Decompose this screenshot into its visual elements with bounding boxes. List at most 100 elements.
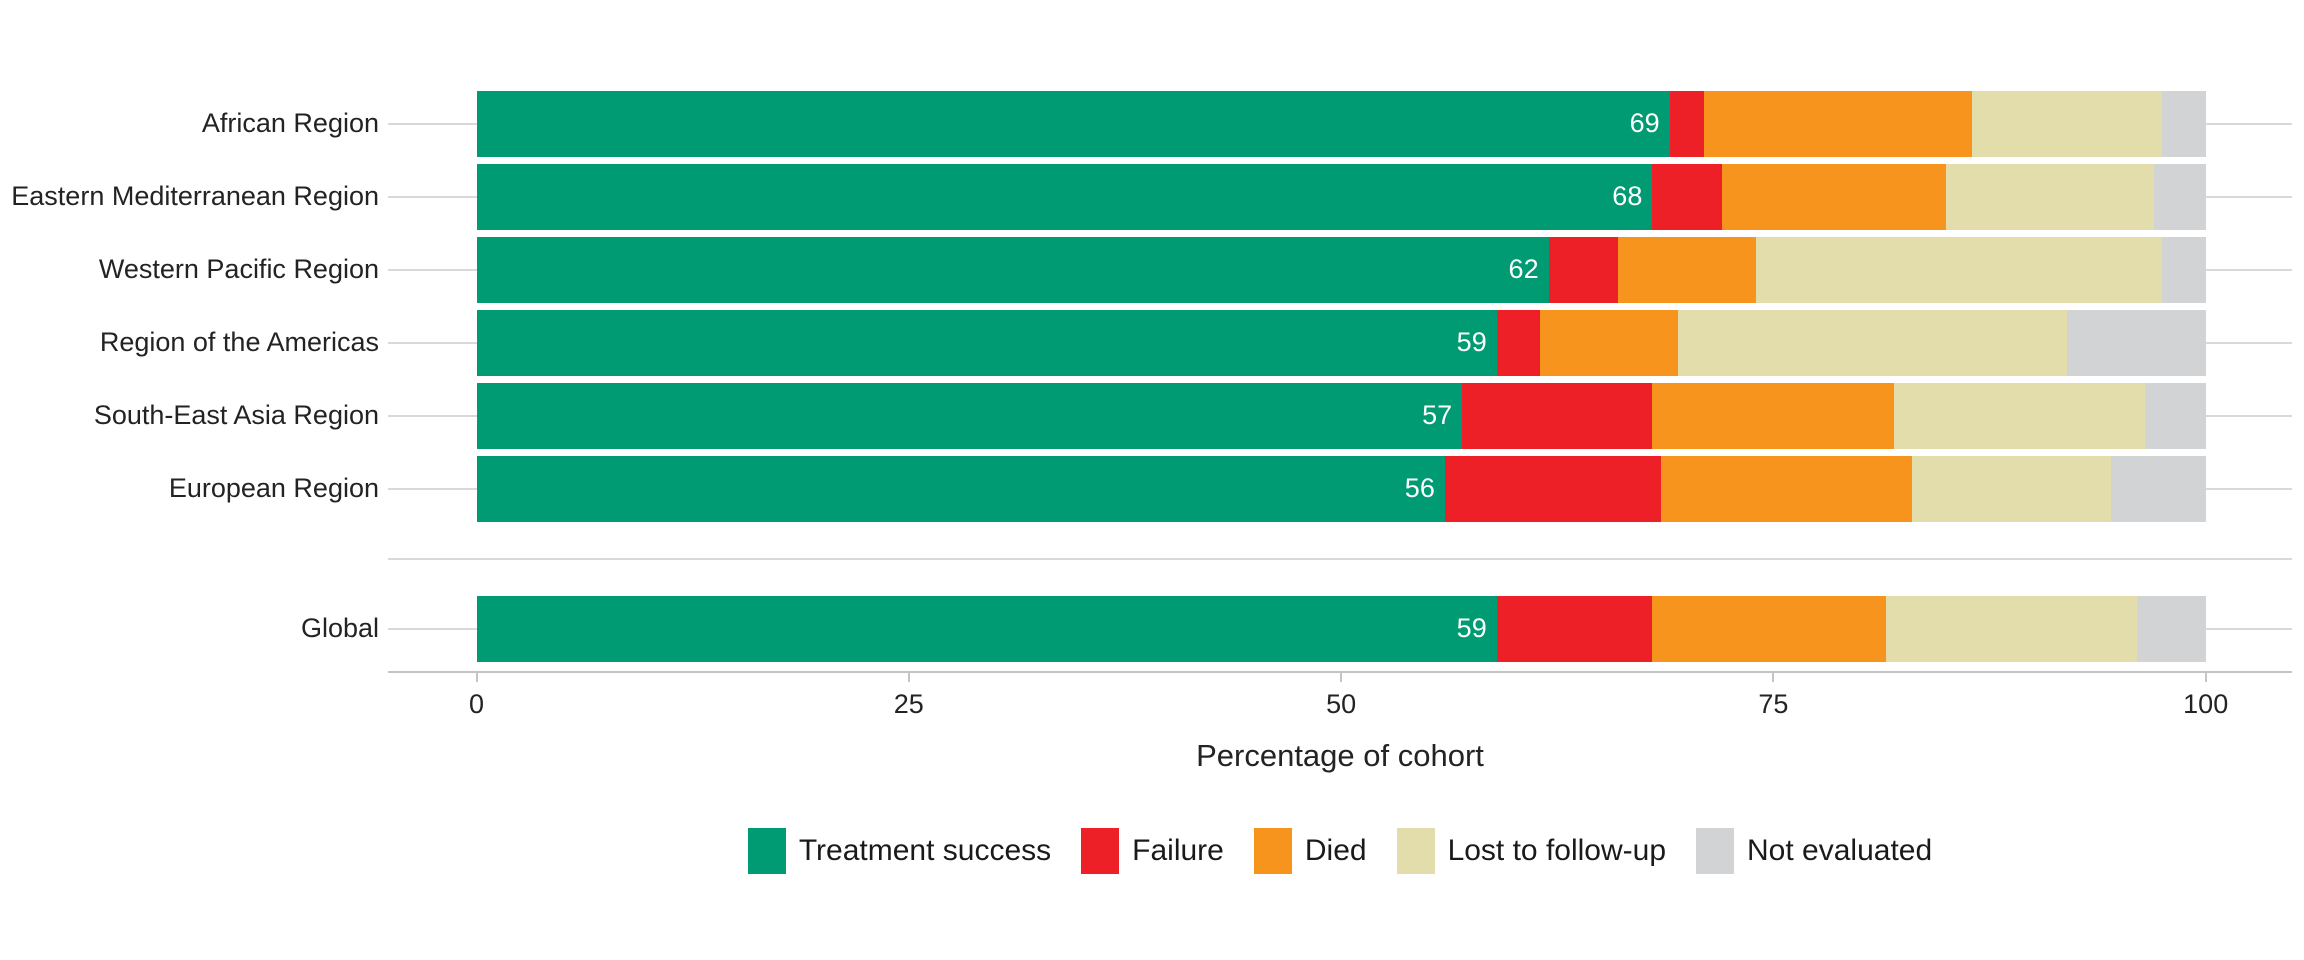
- chart-row-spacer: [0, 525, 2304, 592]
- bar-value-label: 57: [1422, 400, 1453, 430]
- segment-died: [1660, 455, 1912, 522]
- segment-treatment-success: 69: [476, 90, 1670, 157]
- segment-died: [1652, 595, 1886, 662]
- bar-eastern-mediterranean-region: 68: [476, 163, 2206, 230]
- category-label: Global: [300, 613, 379, 643]
- segment-failure: [1669, 90, 1705, 157]
- panel: 69: [388, 87, 2292, 160]
- segment-not-evaluated: [2067, 309, 2206, 376]
- panel: 68: [388, 160, 2292, 233]
- legend-label: Treatment success: [798, 834, 1052, 867]
- x-axis-line: [388, 671, 2292, 673]
- chart-row-global: Global 59: [0, 592, 2304, 665]
- bar-value-label: 68: [1612, 181, 1643, 211]
- legend-key-swatch: [1696, 828, 1735, 874]
- bar-western-pacific-region: 62: [476, 236, 2206, 303]
- segment-treatment-success: 57: [476, 382, 1463, 449]
- category-label: Region of the Americas: [99, 327, 379, 357]
- bar-value-label: 59: [1456, 613, 1487, 643]
- gridline: [388, 557, 2292, 560]
- panel: 57: [388, 379, 2292, 452]
- segment-treatment-success: 59: [476, 309, 1497, 376]
- legend: Treatment success Failure Died Lost to foll…: [388, 828, 2292, 874]
- segment-treatment-success: 56: [476, 455, 1445, 522]
- chart-row-western-pacific-region: Western Pacific Region 62: [0, 233, 2304, 306]
- segment-not-evaluated: [2162, 90, 2206, 157]
- x-tick: [907, 673, 910, 682]
- bar-african-region: 69: [476, 90, 2206, 157]
- legend-item-lost-to-follow-up: Lost to follow-up: [1396, 828, 1667, 874]
- legend-item-failure: Failure: [1081, 828, 1224, 874]
- x-tick: [475, 673, 478, 682]
- segment-lost-to-follow-up: [1756, 236, 2163, 303]
- chart-row-region-of-the-americas: Region of the Americas 59: [0, 306, 2304, 379]
- bar-south-east-asia-region: 57: [476, 382, 2206, 449]
- segment-lost-to-follow-up: [1885, 595, 2137, 662]
- plot-area: African Region 69 Eastern Mediterranean Re…: [0, 87, 2304, 665]
- segment-treatment-success: 59: [476, 595, 1497, 662]
- segment-treatment-success: 62: [476, 236, 1549, 303]
- segment-treatment-success: 68: [476, 163, 1653, 230]
- panel: [388, 525, 2292, 592]
- x-tick: [1340, 673, 1343, 682]
- segment-lost-to-follow-up: [1972, 90, 2163, 157]
- segment-failure: [1462, 382, 1653, 449]
- bar-value-label: 62: [1508, 254, 1539, 284]
- bar-value-label: 56: [1404, 473, 1435, 503]
- legend-label: Failure: [1132, 834, 1224, 867]
- bar-global: 59: [476, 595, 2206, 662]
- panel: 59: [388, 306, 2292, 379]
- segment-failure: [1444, 455, 1661, 522]
- x-tick-label: 100: [2183, 689, 2229, 719]
- legend-key-swatch: [1253, 828, 1292, 874]
- segment-failure: [1652, 163, 1722, 230]
- segment-not-evaluated: [2110, 455, 2206, 522]
- segment-lost-to-follow-up: [1894, 382, 2146, 449]
- x-axis-title: Percentage of cohort: [1196, 738, 1484, 773]
- x-tick-label: 50: [1326, 689, 1357, 719]
- segment-not-evaluated: [2162, 236, 2206, 303]
- x-tick: [2204, 673, 2207, 682]
- legend-item-not-evaluated: Not evaluated: [1696, 828, 1932, 874]
- category-label: South-East Asia Region: [93, 400, 379, 430]
- category-label: Eastern Mediterranean Region: [11, 181, 379, 211]
- legend-item-treatment-success: Treatment success: [747, 828, 1052, 874]
- legend-key-swatch: [1081, 828, 1120, 874]
- segment-not-evaluated: [2136, 595, 2206, 662]
- legend-key-swatch: [747, 828, 786, 874]
- x-tick: [1772, 673, 1775, 682]
- segment-died: [1652, 382, 1895, 449]
- segment-died: [1617, 236, 1757, 303]
- segment-lost-to-follow-up: [1678, 309, 2068, 376]
- segment-died: [1704, 90, 1973, 157]
- segment-lost-to-follow-up: [1946, 163, 2154, 230]
- chart-row-south-east-asia-region: South-East Asia Region 57: [0, 379, 2304, 452]
- segment-not-evaluated: [2153, 163, 2206, 230]
- category-label-empty: [0, 525, 388, 592]
- panel: 62: [388, 233, 2292, 306]
- bar-value-label: 69: [1629, 108, 1660, 138]
- x-tick-label: 0: [468, 689, 485, 719]
- segment-failure: [1496, 309, 1540, 376]
- category-label: European Region: [168, 473, 379, 503]
- bar-region-of-the-americas: 59: [476, 309, 2206, 376]
- bar-european-region: 56: [476, 455, 2206, 522]
- legend-label: Died: [1304, 834, 1367, 867]
- legend-item-died: Died: [1253, 828, 1367, 874]
- segment-lost-to-follow-up: [1911, 455, 2111, 522]
- segment-died: [1721, 163, 1947, 230]
- segment-died: [1539, 309, 1679, 376]
- x-tick-label: 25: [893, 689, 924, 719]
- panel: 59: [388, 592, 2292, 665]
- legend-label: Lost to follow-up: [1447, 834, 1667, 867]
- category-label: Western Pacific Region: [98, 254, 379, 284]
- segment-failure: [1496, 595, 1653, 662]
- segment-failure: [1548, 236, 1618, 303]
- panel: 56: [388, 452, 2292, 525]
- bar-value-label: 59: [1456, 327, 1487, 357]
- legend-label: Not evaluated: [1747, 834, 1933, 867]
- legend-key-swatch: [1396, 828, 1435, 874]
- segment-not-evaluated: [2145, 382, 2206, 449]
- x-tick-label: 75: [1758, 689, 1789, 719]
